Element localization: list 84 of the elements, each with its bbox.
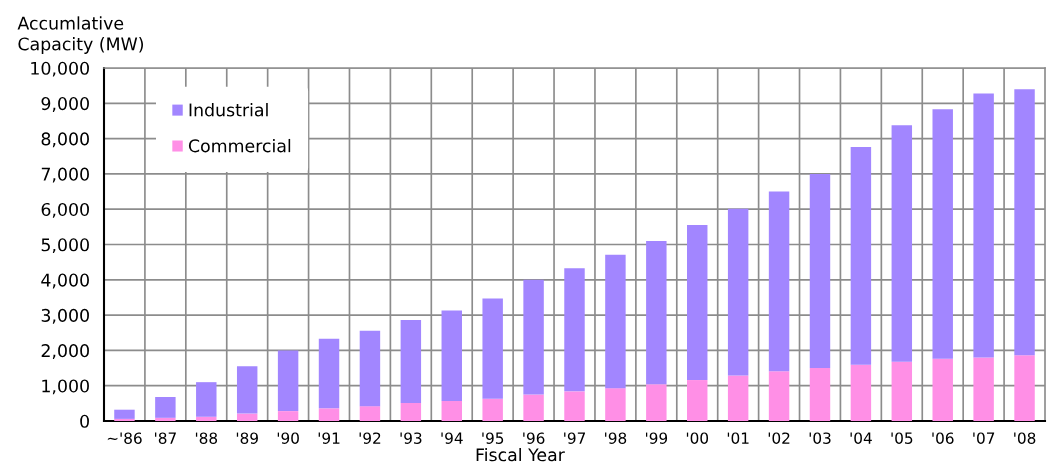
bar xyxy=(441,400,462,421)
x-tick-label: '92 xyxy=(359,432,381,444)
bar xyxy=(441,310,462,401)
y-tick-label: 7,000 xyxy=(41,167,89,183)
bar xyxy=(359,406,381,421)
bar xyxy=(564,391,585,421)
y-tick-label: 6,000 xyxy=(41,202,89,218)
y-tick-label: 10,000 xyxy=(31,61,89,77)
bar xyxy=(236,366,258,414)
x-axis-title: Fiscal Year xyxy=(476,447,565,462)
bar xyxy=(768,371,790,421)
x-tick-label: '91 xyxy=(318,432,340,444)
x-tick-label: '96 xyxy=(523,432,545,444)
x-tick-label: '90 xyxy=(277,432,299,444)
bar xyxy=(564,268,585,392)
bar xyxy=(155,417,176,421)
x-tick-label: '88 xyxy=(195,432,218,444)
bar xyxy=(318,338,340,409)
bar xyxy=(236,413,258,421)
bar xyxy=(482,398,503,421)
bar xyxy=(687,380,708,421)
x-tick-label: '08 xyxy=(1014,432,1036,444)
x-tick-label: '93 xyxy=(400,432,422,444)
bar xyxy=(277,350,299,412)
bar xyxy=(891,125,913,362)
y-tick-label: 2,000 xyxy=(41,344,89,360)
bar xyxy=(850,147,872,365)
x-tick-label: '03 xyxy=(809,432,831,444)
bar xyxy=(1014,89,1035,356)
bar xyxy=(850,364,872,421)
x-tick-label: '06 xyxy=(932,432,954,444)
bar xyxy=(973,357,994,421)
x-tick-label: '00 xyxy=(686,432,709,444)
bar xyxy=(1014,355,1035,421)
y-tick-label: 0 xyxy=(80,414,89,428)
y-tick-label: 5,000 xyxy=(41,238,89,254)
x-tick-label: ~'86 xyxy=(107,432,142,444)
bar xyxy=(605,388,626,421)
x-tick-label: '05 xyxy=(891,432,913,444)
x-tick-label: '04 xyxy=(850,432,872,444)
bar xyxy=(687,225,708,381)
bar xyxy=(727,208,749,376)
bar xyxy=(973,93,994,358)
bar xyxy=(932,109,953,359)
x-tick-label: '98 xyxy=(605,432,627,444)
bar xyxy=(646,240,667,385)
y-tick-label: 8,000 xyxy=(41,132,89,148)
x-tick-label: '94 xyxy=(441,432,463,444)
bar xyxy=(646,384,667,421)
legend-label: Commercial xyxy=(188,138,291,153)
y-axis-title: Accumlative Capacity (MW) xyxy=(17,16,144,54)
bar xyxy=(605,254,626,389)
x-tick-label: '02 xyxy=(768,432,790,444)
bar xyxy=(400,403,422,421)
legend-label: Industrial xyxy=(189,103,268,117)
bar xyxy=(155,397,176,418)
x-tick-label: '97 xyxy=(564,432,586,444)
x-tick-label: '89 xyxy=(236,432,258,444)
x-tick-label: '87 xyxy=(155,432,176,444)
x-tick-label: '95 xyxy=(482,432,504,444)
bar xyxy=(523,279,544,395)
y-tick-label: 3,000 xyxy=(41,308,89,324)
bar xyxy=(482,298,503,399)
bar xyxy=(196,382,217,417)
bar xyxy=(891,361,913,421)
y-tick-label: 1,000 xyxy=(42,379,89,395)
bar xyxy=(768,191,790,372)
x-tick-label: '01 xyxy=(727,432,749,444)
bar xyxy=(809,173,831,369)
bar xyxy=(523,394,544,421)
bar xyxy=(359,330,381,407)
bar xyxy=(277,411,299,421)
bar xyxy=(196,416,217,421)
bar xyxy=(318,408,340,421)
bar xyxy=(727,375,749,421)
bar xyxy=(400,320,422,403)
x-tick-label: '07 xyxy=(973,432,995,444)
bar xyxy=(932,358,953,421)
bar xyxy=(809,368,831,421)
bar xyxy=(114,409,135,419)
y-tick-label: 4,000 xyxy=(41,273,89,289)
bar xyxy=(114,418,135,421)
x-tick-label: '99 xyxy=(645,432,668,444)
y-tick-label: 9,000 xyxy=(41,97,89,112)
